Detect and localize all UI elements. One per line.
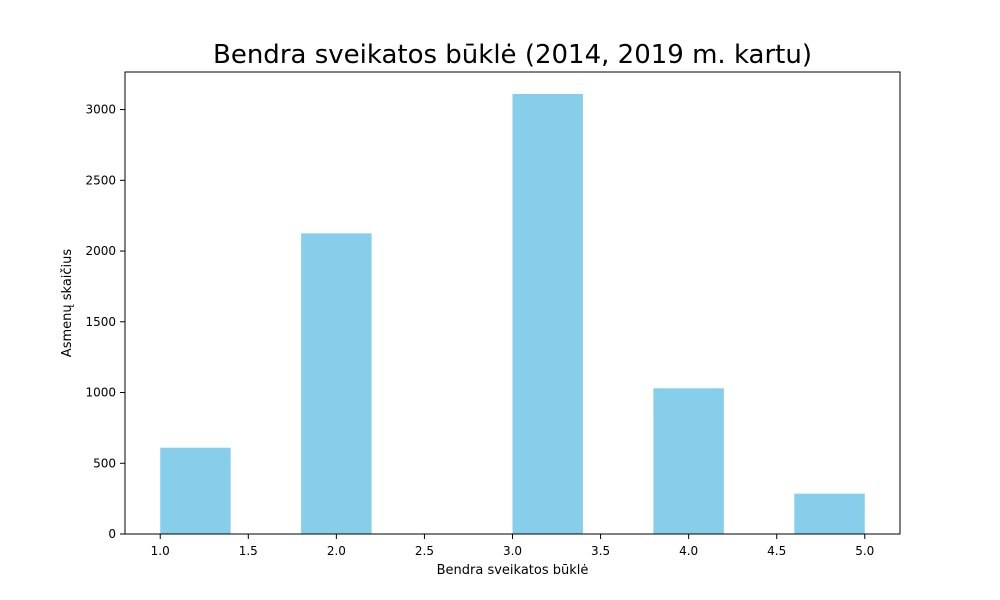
chart-title: Bendra sveikatos būklė (2014, 2019 m. ka…: [213, 40, 812, 70]
x-tick-label-8: 5.0: [855, 544, 874, 558]
x-tick-label-7: 4.5: [767, 544, 786, 558]
y-tick-label-2: 1000: [85, 386, 116, 400]
x-tick-label-6: 4.0: [679, 544, 698, 558]
y-tick-label-4: 2000: [85, 244, 116, 258]
histogram-bar-2: [301, 233, 372, 534]
x-tick-label-0: 1.0: [151, 544, 170, 558]
y-tick-label-5: 2500: [85, 173, 116, 187]
x-tick-label-1: 1.5: [239, 544, 258, 558]
x-axis-label: Bendra sveikatos būklė: [437, 563, 589, 578]
histogram-bar-9: [794, 493, 865, 534]
x-tick-label-2: 2.0: [327, 544, 346, 558]
histogram-bar-0: [160, 447, 231, 534]
y-axis-ticks: 0 500 1000 1500 2000 2500 3000: [85, 103, 125, 541]
y-tick-label-1: 500: [93, 456, 116, 470]
histogram-bar-5: [512, 94, 583, 534]
x-tick-label-3: 2.5: [415, 544, 434, 558]
y-tick-label-0: 0: [108, 527, 116, 541]
x-tick-label-5: 3.5: [591, 544, 610, 558]
x-axis-ticks: 1.0 1.5 2.0 2.5 3.0 3.5 4.0 4.5 5.0: [151, 534, 874, 558]
bars-group: [160, 94, 865, 534]
y-tick-label-3: 1500: [85, 315, 116, 329]
y-axis-label: Asmenų skaičius: [60, 249, 75, 358]
x-tick-label-4: 3.0: [503, 544, 522, 558]
y-tick-label-6: 3000: [85, 103, 116, 117]
histogram-bar-7: [653, 388, 724, 534]
